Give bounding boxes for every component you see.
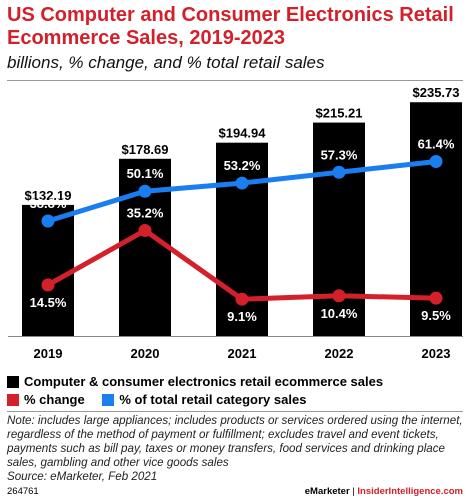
change-point bbox=[41, 278, 55, 292]
legend-label-share: % of total retail category sales bbox=[119, 392, 307, 407]
legend-swatch-share bbox=[102, 394, 115, 406]
combo-chart: $132.19 $178.69 $194.94 $215.21 $235.73 2019 2… bbox=[8, 85, 463, 361]
change-value-label: 14.5% bbox=[30, 295, 67, 310]
legend-item-bars: Computer & consumer electronics retail e… bbox=[7, 374, 383, 390]
brand-divider: | bbox=[352, 486, 355, 497]
brand: eMarketer | InsiderIntelligence.com bbox=[305, 486, 463, 498]
source-text: Source: eMarketer, Feb 2021 bbox=[7, 470, 158, 483]
title-divider bbox=[7, 80, 463, 81]
change-point bbox=[235, 292, 249, 306]
chart-subtitle: billions, % change, and % total retail s… bbox=[7, 53, 325, 72]
chart-note: Note: includes large appliances; include… bbox=[7, 414, 465, 484]
bar-value-label: $132.19 bbox=[25, 188, 72, 203]
legend-label-bars: Computer & consumer electronics retail e… bbox=[24, 374, 384, 389]
bar-value-label: $235.73 bbox=[413, 85, 460, 100]
change-point bbox=[138, 223, 152, 237]
share-point bbox=[138, 184, 152, 198]
change-point bbox=[429, 291, 443, 305]
share-point bbox=[429, 154, 443, 168]
share-value-label: 61.4% bbox=[418, 136, 455, 151]
share-point bbox=[235, 176, 249, 190]
x-tick-label: 2022 bbox=[325, 346, 354, 361]
share-value-label: 50.1% bbox=[127, 166, 164, 181]
legend-divider bbox=[7, 411, 463, 412]
change-value-label: 9.1% bbox=[227, 309, 257, 324]
change-value-label: 10.4% bbox=[321, 306, 358, 321]
bar-value-label: $194.94 bbox=[219, 126, 267, 141]
chart-title: US Computer and Consumer Electronics Ret… bbox=[7, 4, 454, 49]
x-tick-label: 2023 bbox=[422, 346, 451, 361]
legend-row-1: Computer & consumer electronics retail e… bbox=[7, 374, 463, 392]
x-tick-label: 2019 bbox=[34, 346, 63, 361]
brand-insider: InsiderIntelligence.com bbox=[357, 486, 463, 497]
legend-row-2: % change % of total retail category sale… bbox=[7, 392, 463, 410]
change-point bbox=[332, 289, 346, 303]
legend-swatch-change bbox=[7, 394, 19, 406]
x-tick-label: 2021 bbox=[228, 346, 257, 361]
brand-emarketer: eMarketer bbox=[304, 486, 350, 497]
legend-label-change: % change bbox=[24, 392, 85, 407]
legend-item-change: % change bbox=[7, 392, 85, 408]
chart-id: 264761 bbox=[7, 486, 39, 497]
share-point bbox=[41, 214, 55, 228]
bar-value-label: $178.69 bbox=[122, 142, 169, 157]
bar-value-label: $215.21 bbox=[316, 106, 363, 121]
change-value-label: 9.5% bbox=[421, 308, 451, 323]
share-point bbox=[332, 165, 346, 179]
change-value-label: 35.2% bbox=[127, 205, 164, 220]
share-value-label: 57.3% bbox=[321, 147, 358, 162]
share-value-label: 53.2% bbox=[224, 158, 261, 173]
share-value-label: 38.8% bbox=[30, 196, 67, 211]
note-text: Note: includes large appliances; include… bbox=[7, 414, 463, 469]
legend-item-share: % of total retail category sales bbox=[102, 392, 306, 408]
x-tick-label: 2020 bbox=[131, 346, 160, 361]
legend-swatch-bars bbox=[7, 376, 19, 388]
